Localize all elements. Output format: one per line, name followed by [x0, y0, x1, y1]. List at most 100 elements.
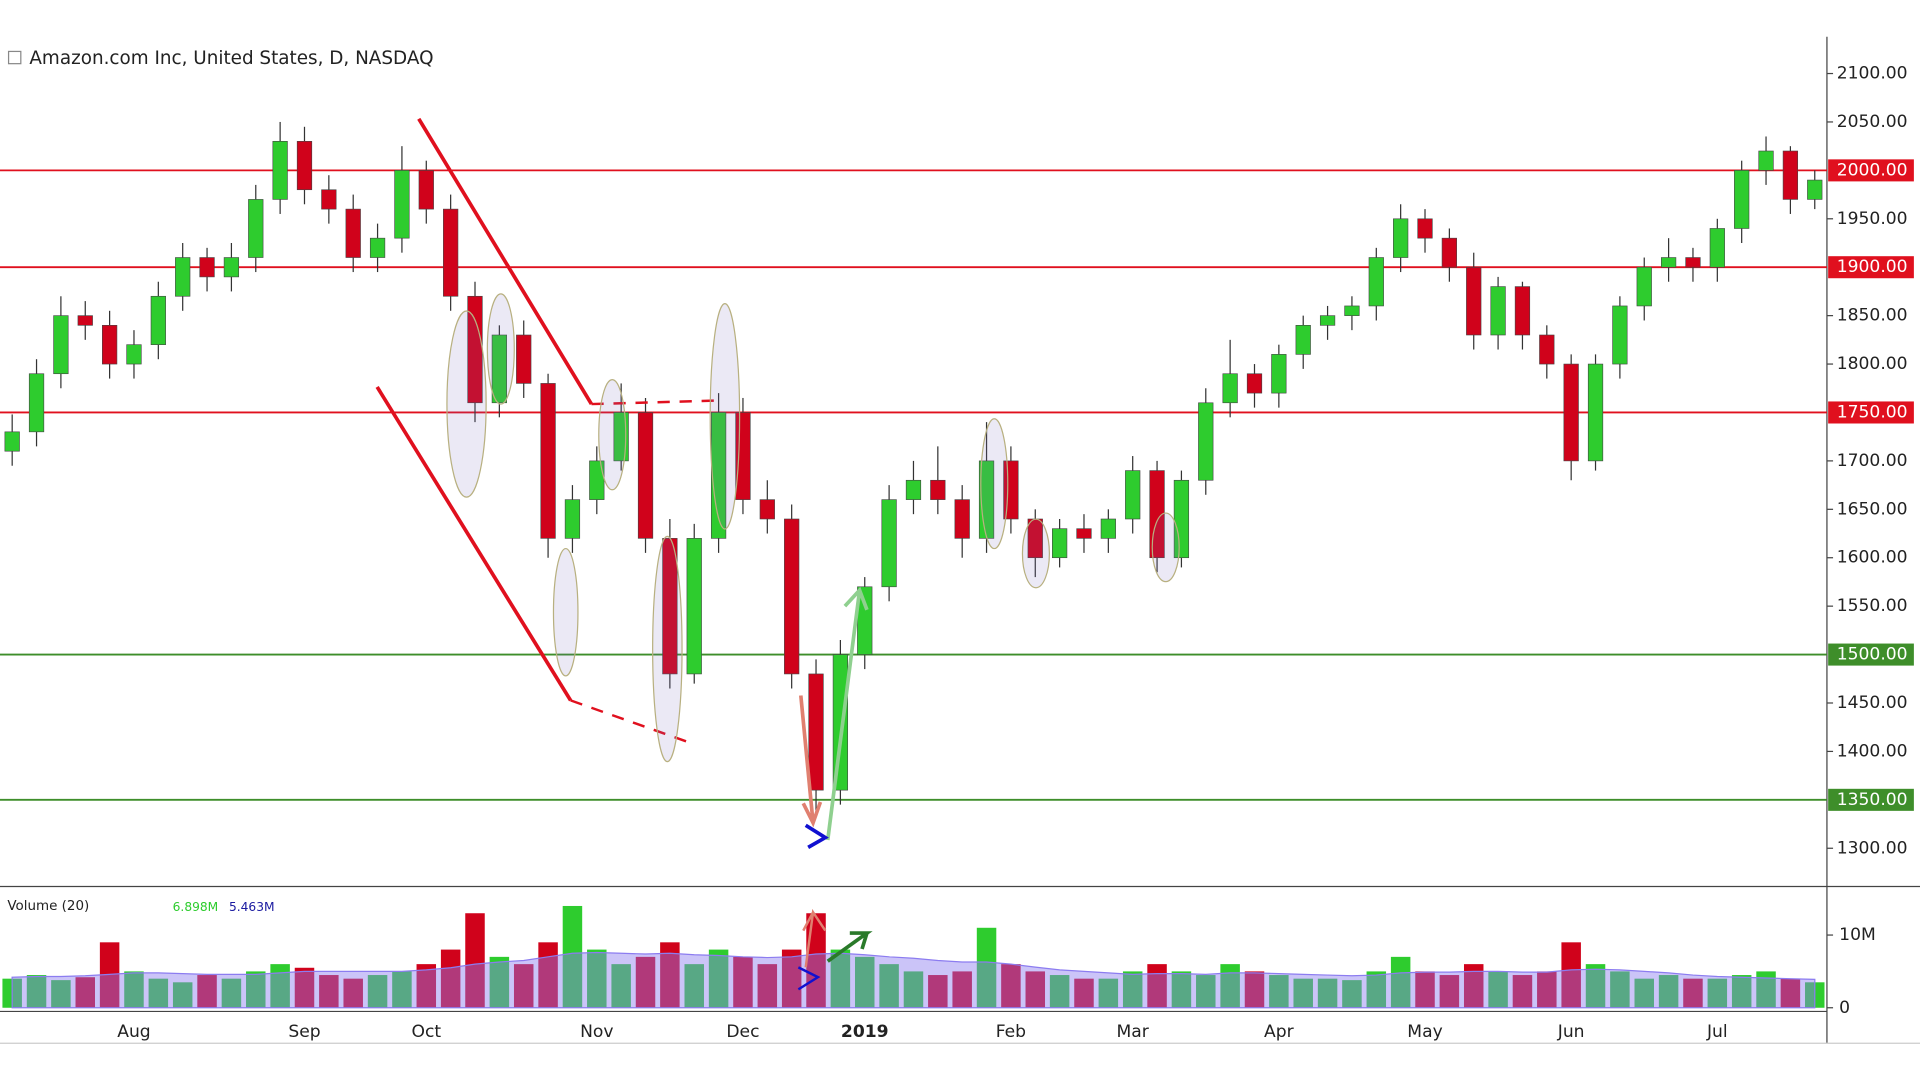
- volume-bar: [1317, 978, 1338, 1008]
- volume-bar: [1074, 978, 1094, 1008]
- collapse-icon[interactable]: [7, 50, 22, 65]
- x-tick-label: Aug: [117, 1022, 150, 1042]
- level-label-box: [1828, 256, 1914, 279]
- candle-body: [1246, 373, 1263, 394]
- trendline: [417, 117, 593, 406]
- candle-body: [1295, 325, 1311, 355]
- volume-bar: [270, 964, 290, 1008]
- highlight-ellipse: [1151, 512, 1180, 583]
- candle-body: [296, 141, 313, 191]
- candle-body: [321, 189, 337, 210]
- y-tick-label: 1800.00: [1837, 354, 1908, 374]
- candle-body: [1100, 518, 1116, 539]
- volume-bar: [587, 949, 607, 1008]
- candle-body: [126, 344, 142, 365]
- candle-body: [905, 479, 922, 500]
- candle-body: [369, 237, 386, 258]
- x-tick-label: Mar: [1117, 1022, 1150, 1042]
- level-label-box: [1828, 643, 1914, 666]
- x-tick-label: Feb: [996, 1022, 1026, 1042]
- volume-bar: [124, 971, 144, 1008]
- volume-bar: [172, 982, 193, 1008]
- volume-bar: [489, 956, 510, 1008]
- volume-ma-value: 5.463M: [229, 900, 275, 914]
- volume-bar: [879, 964, 899, 1008]
- candle-body: [1198, 402, 1214, 481]
- volume-bar: [781, 949, 802, 1008]
- volume-bar: [1196, 975, 1216, 1008]
- volume-bar: [684, 964, 704, 1008]
- volume-bar: [1439, 975, 1460, 1008]
- annotations: [375, 117, 1180, 991]
- volume-bar: [1122, 971, 1143, 1008]
- volume-bar: [1610, 971, 1630, 1008]
- volume-ma: [11, 951, 1816, 1009]
- marks: 2100.00 2050.00 1950.00 1850.00 1800.00 1700.…: [0, 64, 1914, 1042]
- volume-bar: [1390, 956, 1411, 1008]
- candle-body: [1222, 373, 1238, 404]
- candle-body: [1319, 315, 1336, 326]
- candle-body: [1734, 170, 1750, 229]
- level-label: 1500.00: [1837, 645, 1908, 665]
- candle-body: [954, 499, 970, 539]
- x-tick-label: Nov: [580, 1022, 613, 1042]
- candle-body: [1271, 354, 1287, 394]
- volume-bar: [1683, 978, 1703, 1008]
- candle-body: [540, 383, 556, 539]
- volume-tick-label: 0: [1839, 998, 1850, 1018]
- highlight-ellipse: [980, 418, 1009, 550]
- y-tick-label: 1650.00: [1837, 499, 1908, 519]
- candle-body: [1441, 237, 1457, 268]
- candle-body: [1612, 305, 1628, 365]
- x-tick-label: Apr: [1264, 1022, 1295, 1042]
- arrow-down: [798, 695, 823, 828]
- volume-bar: [294, 967, 315, 1008]
- candle-body: [881, 499, 897, 588]
- volume-bar: [538, 942, 558, 1008]
- highlight-ellipse: [486, 293, 515, 405]
- candle-body: [1514, 286, 1531, 336]
- highlight-ellipse: [709, 303, 741, 530]
- volume-last: 6.898M: [173, 900, 219, 914]
- y-tick-label: 1700.00: [1837, 451, 1908, 471]
- volume-bar: [1512, 975, 1533, 1008]
- volume-title: Volume (20): [7, 899, 89, 914]
- candle-body: [272, 141, 288, 200]
- candle-body: [759, 499, 775, 520]
- volume-bar: [1731, 975, 1752, 1008]
- volume-bar: [1707, 978, 1728, 1008]
- candle-body: [1076, 528, 1092, 539]
- x-tick-label: May: [1407, 1022, 1442, 1042]
- volume-bar: [246, 971, 266, 1008]
- candle-body: [784, 518, 800, 675]
- volume-bar: [976, 927, 997, 1008]
- candle-body: [1685, 257, 1701, 268]
- y-tick-label: 1300.00: [1837, 838, 1908, 858]
- level-label: 2000.00: [1837, 160, 1908, 180]
- x-tick-label: Dec: [726, 1022, 759, 1042]
- candle-body: [1125, 470, 1141, 520]
- candle-body: [28, 373, 45, 433]
- volume-bar: [806, 913, 826, 1008]
- volume-bar: [1756, 971, 1776, 1008]
- candle-body: [1490, 286, 1506, 336]
- volume-bar: [221, 978, 242, 1008]
- volume-bar: [367, 975, 388, 1008]
- volume-bar: [1561, 942, 1581, 1008]
- level-label-box: [1828, 788, 1914, 811]
- volume-bar: [1366, 971, 1387, 1008]
- volume-bar: [903, 971, 924, 1008]
- candle-body: [443, 208, 459, 297]
- volume-bar: [1780, 978, 1801, 1008]
- candle-body: [248, 199, 264, 258]
- x-tick-label: Sep: [288, 1022, 320, 1042]
- level-label: 1350.00: [1837, 790, 1908, 810]
- level-label: 1750.00: [1837, 402, 1908, 422]
- volume-bar: [1244, 971, 1265, 1008]
- candle-body: [418, 170, 434, 210]
- volume-bar: [562, 905, 583, 1008]
- volume-bar: [1537, 971, 1557, 1008]
- chart-title: Amazon.com Inc, United States, D, NASDAQ: [29, 48, 433, 69]
